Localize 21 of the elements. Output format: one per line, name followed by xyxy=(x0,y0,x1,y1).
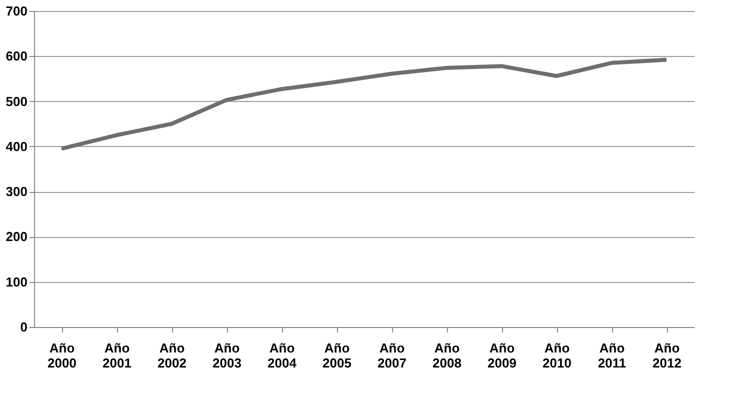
x-tick-label: Año 2001 xyxy=(102,340,132,370)
x-tick-label: Año 2005 xyxy=(322,340,352,370)
y-tick-label: 600 xyxy=(6,48,28,64)
x-tick-label: Año 2008 xyxy=(432,340,462,370)
y-tick-label: 400 xyxy=(6,138,28,154)
x-tick-label: Año 2011 xyxy=(598,340,626,370)
y-tick-label: 0 xyxy=(20,320,28,334)
x-tick-label: Año 2004 xyxy=(268,340,298,370)
y-tick-label: 300 xyxy=(6,184,28,200)
line-series xyxy=(60,58,668,151)
x-tick-label: Año 2002 xyxy=(158,340,186,370)
x-tick-label: Año 2009 xyxy=(488,340,516,370)
y-tick-label: 700 xyxy=(6,4,28,18)
y-tick-label: 100 xyxy=(6,274,28,290)
x-tick-label: Año 2000 xyxy=(48,340,76,370)
x-tick-label: Año 2007 xyxy=(378,340,406,370)
y-tick-label: 500 xyxy=(6,94,28,109)
y-tick-label: 200 xyxy=(6,229,28,244)
x-tick-label: Año 2010 xyxy=(542,340,572,370)
x-tick-label: Año 2003 xyxy=(212,340,242,370)
x-tick-label: Año 2012 xyxy=(652,340,682,370)
